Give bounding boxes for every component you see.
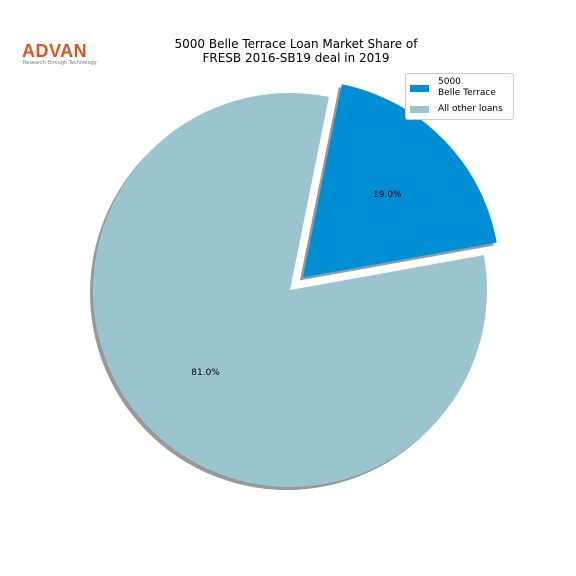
legend-swatch <box>410 84 429 92</box>
legend: 5000 Belle Terrace All other loans <box>405 73 514 120</box>
chart-title: 5000 Belle Terrace Loan Market Share of … <box>174 37 418 65</box>
logo-tagline: Research through Technology <box>23 60 97 66</box>
value-label: 81.0% <box>191 367 220 378</box>
wedge <box>302 84 497 278</box>
logo: ADVAN <box>22 41 88 61</box>
wedge <box>93 93 488 488</box>
legend-entry: All other loans <box>410 104 503 115</box>
legend-label: 5000 Belle Terrace <box>438 77 496 98</box>
legend-entry: 5000 Belle Terrace <box>410 77 496 99</box>
legend-label: All other loans <box>438 104 503 114</box>
legend-swatch <box>410 106 429 113</box>
value-label: 19.0% <box>373 189 402 200</box>
